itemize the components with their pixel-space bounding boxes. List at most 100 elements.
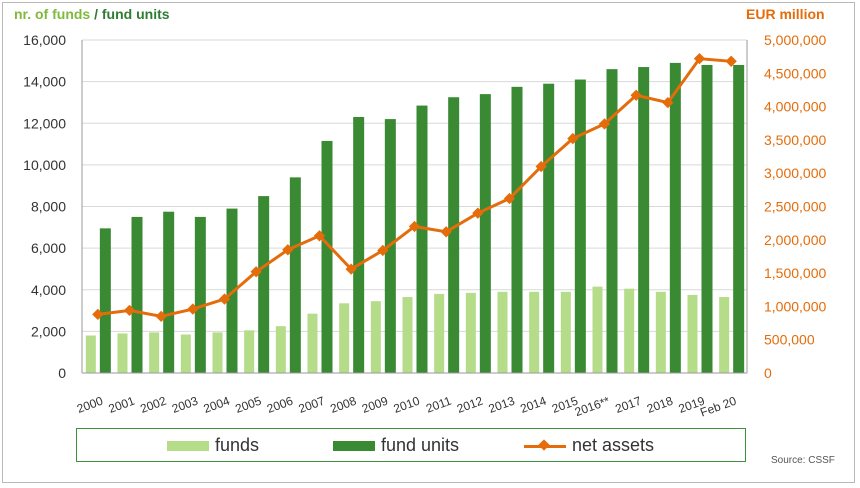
- net-assets-point: [155, 310, 167, 323]
- funds-bar: [592, 286, 603, 373]
- fund-units-bar: [321, 140, 333, 373]
- net-assets-point: [693, 52, 706, 65]
- fund-units-bar: [99, 228, 111, 373]
- x-tick-label: 2014: [518, 394, 548, 416]
- fund-units-bar: [163, 211, 175, 373]
- x-tick-label: 2007: [297, 394, 327, 416]
- fund-units-bar: [289, 177, 301, 373]
- left-tick-label: 16,000: [23, 32, 66, 48]
- left-tick-label: 4,000: [31, 282, 66, 298]
- funds-bar: [655, 291, 666, 373]
- x-tick-label: 2006: [265, 394, 295, 416]
- funds-bar: [339, 303, 350, 373]
- x-tick-label: 2001: [107, 394, 137, 416]
- fund-units-bar: [448, 97, 460, 373]
- fund-units-bar: [701, 64, 713, 373]
- chart-svg: 0 2,000 4,000 6,000 8,000 10,000 12,000 14,000 1…: [23, 32, 826, 420]
- x-tick-label: 2016**: [573, 394, 612, 420]
- left-title-separator: /: [90, 6, 102, 22]
- funds-bar: [149, 332, 160, 373]
- legend-fund-units: fund units: [333, 435, 459, 455]
- funds-bar: [275, 326, 286, 373]
- legend-net-assets: net assets: [524, 435, 654, 455]
- funds-bar: [434, 293, 445, 373]
- funds-bar: [117, 333, 128, 373]
- right-tick-label: 2,500,000: [764, 199, 826, 215]
- x-tick-label: 2009: [360, 394, 390, 416]
- legend-funds-label: funds: [215, 435, 260, 455]
- net-assets-point: [187, 303, 199, 315]
- funds-bar: [212, 332, 223, 373]
- left-tick-label: 14,000: [23, 74, 66, 90]
- fund-units-bar: [131, 216, 143, 373]
- x-tick-label: 2013: [487, 394, 517, 416]
- x-tick-label: 2003: [170, 394, 200, 416]
- left-title-fund-units: fund units: [101, 6, 170, 22]
- left-tick-label: 0: [58, 365, 66, 381]
- right-tick-label: 2,000,000: [764, 232, 826, 248]
- funds-bar: [624, 288, 635, 373]
- net-assets-point: [472, 207, 484, 219]
- fund-units-bar: [733, 64, 745, 373]
- right-tick-label: 4,500,000: [764, 65, 826, 81]
- funds-bar: [244, 330, 255, 373]
- right-tick-label: 1,500,000: [764, 265, 826, 281]
- left-title-funds: nr. of funds: [14, 6, 91, 22]
- x-tick-label: 2011: [424, 394, 453, 416]
- x-tick-label: 2010: [392, 394, 422, 416]
- funds-bar: [560, 291, 571, 373]
- fund-units-bar: [353, 117, 365, 373]
- x-tick-label: 2000: [75, 394, 105, 416]
- funds-bar: [719, 297, 730, 373]
- left-tick-label: 8,000: [31, 199, 66, 215]
- net-assets-point: [440, 226, 452, 238]
- legend-funds: funds: [167, 435, 259, 455]
- right-tick-label: 1,000,000: [764, 298, 826, 314]
- x-tick-label: Feb 20: [698, 394, 738, 420]
- net-assets-point: [345, 263, 357, 275]
- funds-bar: [497, 291, 508, 373]
- chart-frame: [2, 2, 855, 483]
- net-assets-point: [535, 160, 547, 173]
- funds-bar: [180, 334, 191, 373]
- left-tick-label: 12,000: [23, 115, 66, 131]
- x-tick-label: 2004: [202, 394, 232, 416]
- x-tick-label: 2005: [233, 394, 263, 416]
- right-tick-label: 5,000,000: [764, 32, 826, 48]
- legend-funds-swatch: [167, 441, 209, 452]
- right-tick-label: 500,000: [764, 332, 815, 348]
- right-axis-title: EUR million: [746, 6, 825, 22]
- right-tick-label: 3,500,000: [764, 132, 826, 148]
- net-assets-point: [313, 230, 326, 242]
- net-assets-point: [218, 293, 231, 305]
- funds-bar: [465, 292, 476, 373]
- x-tick-label: 2017: [613, 394, 643, 416]
- funds-bar: [529, 291, 540, 373]
- right-tick-label: 0: [764, 365, 772, 381]
- fund-units-bar: [574, 79, 586, 373]
- net-assets-point: [377, 244, 389, 257]
- legend: funds fund units net assets: [76, 428, 746, 462]
- source-note: Source: CSSF: [771, 455, 835, 466]
- funds-bar: [85, 335, 96, 373]
- fund-units-bar: [511, 86, 523, 373]
- right-tick-label: 4,000,000: [764, 99, 826, 115]
- left-tick-label: 10,000: [23, 157, 66, 173]
- x-tick-label: 2002: [138, 394, 168, 416]
- net-assets-point: [503, 192, 516, 205]
- fund-units-bar: [194, 216, 206, 373]
- legend-net-assets-swatch: [524, 441, 566, 451]
- right-tick-label: 3,000,000: [764, 165, 826, 181]
- funds-bar: [307, 313, 318, 373]
- net-assets-point: [567, 132, 579, 145]
- left-tick-label: 2,000: [31, 323, 66, 339]
- x-tick-label: 2008: [328, 394, 358, 416]
- funds-bar: [402, 297, 413, 373]
- x-tick-label: 2012: [455, 394, 485, 416]
- funds-bar: [370, 301, 381, 373]
- legend-fund-units-label: fund units: [381, 435, 460, 455]
- funds-bar: [687, 294, 698, 373]
- legend-fund-units-swatch: [333, 441, 375, 452]
- fund-units-bar: [258, 196, 270, 373]
- fund-units-bar: [479, 94, 491, 374]
